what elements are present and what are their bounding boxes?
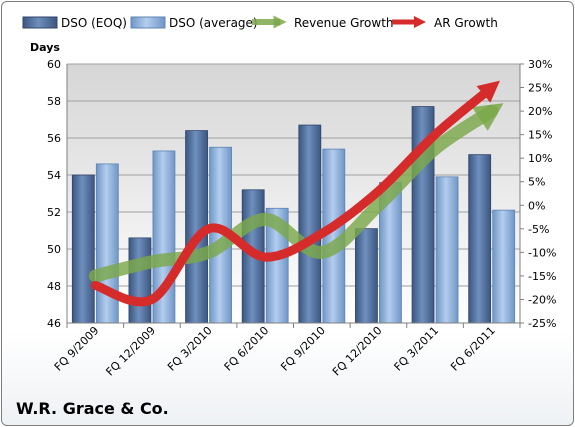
y2-tick-label-11: 30%	[528, 58, 552, 71]
y-axis-label: Days	[30, 41, 60, 54]
legend-swatch-1	[130, 16, 166, 29]
legend-item-0: DSO (EOQ)	[22, 16, 127, 30]
y2-tick-label-10: 25%	[528, 82, 552, 95]
legend-item-3: AR Growth	[392, 15, 498, 30]
y2-tick-label-2: -15%	[528, 270, 556, 283]
x-tick-label-0: FQ 9/2009	[52, 324, 102, 374]
legend-label-1: DSO (average)	[169, 16, 258, 30]
company-name: W.R. Grace & Co.	[16, 399, 169, 418]
y2-tick-label-4: -5%	[528, 223, 549, 236]
y-tick-label-2: 50	[47, 243, 61, 256]
ar-growth-line	[90, 80, 500, 307]
y2-tick-label-3: -10%	[528, 246, 556, 259]
y-tick-label-4: 54	[47, 169, 61, 182]
legend-label-2: Revenue Growth	[294, 16, 394, 30]
bar-dso-average-7	[492, 209, 516, 324]
bar-dso-eoq-7	[468, 154, 492, 324]
y-tick-label-0: 46	[47, 317, 61, 330]
y2-tick-label-1: -20%	[528, 293, 556, 306]
bar-dso-eoq-5	[355, 228, 378, 324]
y2-tick-label-6: 5%	[528, 176, 545, 189]
y2-tick-label-8: 15%	[528, 129, 552, 142]
y-tick-label-1: 48	[47, 280, 61, 293]
y-tick-label-3: 52	[47, 206, 61, 219]
legend-item-1: DSO (average)	[130, 16, 258, 30]
legend-label-0: DSO (EOQ)	[61, 16, 127, 30]
x-tick-label-6: FQ 3/2011	[392, 324, 442, 374]
bar-dso-eoq-4	[298, 124, 322, 324]
y2-tick-label-0: -25%	[528, 317, 556, 330]
y2-tick-label-9: 20%	[528, 105, 552, 118]
legend-label-3: AR Growth	[434, 16, 498, 30]
x-tick-label-5: FQ 12/2010	[330, 324, 385, 379]
bar-dso-average-6	[435, 176, 459, 324]
x-tick-label-3: FQ 6/2010	[222, 324, 272, 374]
x-tick-label-7: FQ 6/2011	[448, 324, 498, 374]
x-tick-label-4: FQ 9/2010	[278, 324, 328, 374]
growth-lines	[88, 80, 504, 307]
x-tick-label-2: FQ 3/2010	[165, 324, 215, 374]
bar-dso-eoq-1	[128, 237, 152, 324]
y2-tick-label-7: 10%	[528, 152, 552, 165]
legend: DSO (EOQ) DSO (average) Revenue Growth AR G…	[22, 15, 498, 30]
legend-swatch-0	[22, 16, 58, 29]
y-tick-label-5: 56	[47, 132, 61, 145]
legend-item-2: Revenue Growth	[252, 15, 394, 30]
y-tick-label-7: 60	[47, 58, 61, 71]
y-tick-label-6: 58	[47, 95, 61, 108]
x-tick-label-1: FQ 12/2009	[103, 324, 158, 379]
y2-tick-label-5: 0%	[528, 199, 545, 212]
bar-dso-eoq-0	[71, 174, 95, 324]
